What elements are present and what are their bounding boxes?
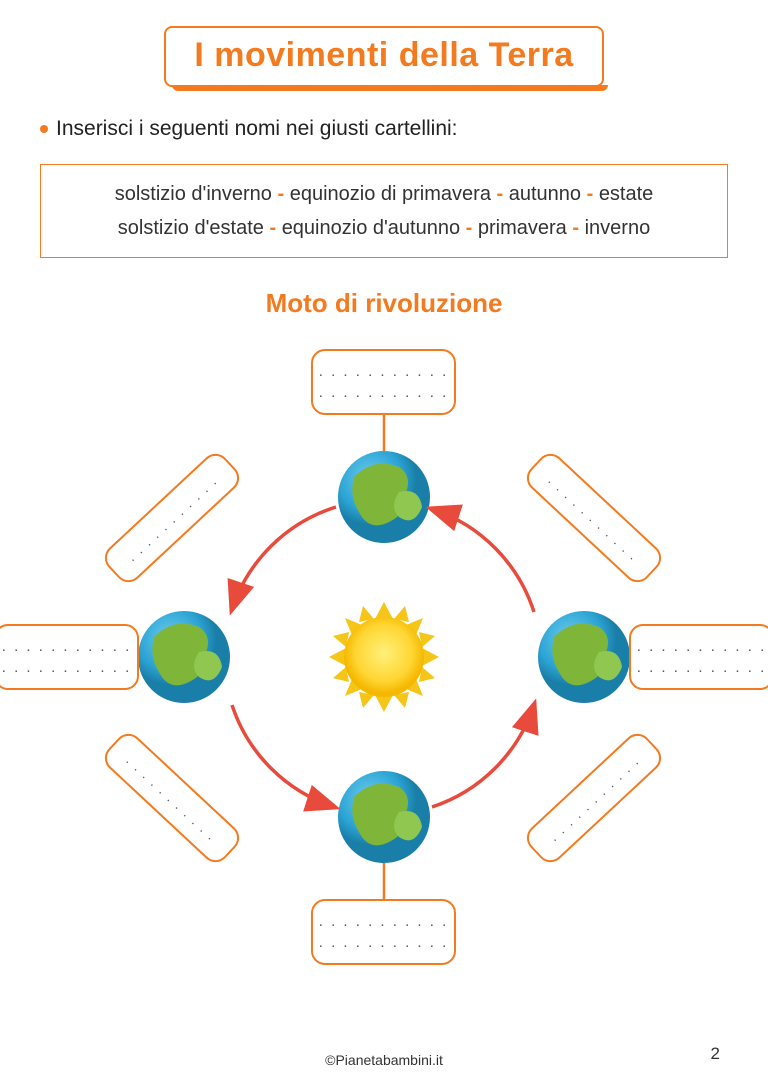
- placeholder-dots: . . . . . . . . . . .: [631, 638, 768, 655]
- placeholder-dots: . . . . . . . . . . .: [313, 384, 454, 401]
- word-bank-term: equinozio di primavera: [290, 183, 491, 205]
- diagram-subtitle: Moto di rivoluzione: [40, 288, 728, 319]
- arrow-right-to-top: [432, 509, 534, 612]
- page-title-box: I movimenti della Terra: [164, 26, 603, 87]
- separator: -: [587, 183, 599, 205]
- sun-icon: [329, 602, 439, 712]
- word-bank-box: solstizio d'inverno - equinozio di prima…: [40, 164, 728, 258]
- label-right[interactable]: . . . . . . . . . . . . . . . . . . . . …: [629, 624, 768, 690]
- separator: -: [572, 217, 584, 239]
- word-bank-term: autunno: [509, 183, 581, 205]
- instruction-text: Inserisci i seguenti nomi nei giusti car…: [56, 117, 458, 140]
- placeholder-dots: . . . . . . . . . . .: [313, 913, 454, 930]
- earth-top-icon: [338, 451, 430, 543]
- earth-bottom-icon: [338, 771, 430, 863]
- word-bank-line-2: solstizio d'estate - equinozio d'autunno…: [53, 211, 715, 245]
- word-bank-term: solstizio d'estate: [118, 217, 264, 239]
- label-bottom[interactable]: . . . . . . . . . . . . . . . . . . . . …: [311, 899, 456, 965]
- word-bank-term: solstizio d'inverno: [115, 183, 272, 205]
- bullet-icon: [40, 125, 48, 133]
- word-bank-term: inverno: [585, 217, 651, 239]
- separator: -: [466, 217, 478, 239]
- placeholder-dots: . . . . . . . . . . .: [313, 363, 454, 380]
- diagram-svg: [44, 347, 724, 937]
- placeholder-dots: . . . . . . . . . . .: [631, 659, 768, 676]
- earth-right-icon: [538, 611, 630, 703]
- separator: -: [497, 183, 509, 205]
- instruction-line: Inserisci i seguenti nomi nei giusti car…: [40, 115, 728, 142]
- placeholder-dots: . . . . . . . . . . .: [0, 659, 137, 676]
- word-bank-line-1: solstizio d'inverno - equinozio di prima…: [53, 177, 715, 211]
- label-left[interactable]: . . . . . . . . . . . . . . . . . . . . …: [0, 624, 139, 690]
- footer-copyright: ©Pianetabambini.it: [0, 1052, 768, 1068]
- placeholder-dots: . . . . . . . . . . .: [313, 934, 454, 951]
- separator: -: [269, 217, 281, 239]
- arrow-bottom-to-right: [432, 705, 534, 807]
- arrow-left-to-bottom: [232, 705, 334, 807]
- word-bank-term: primavera: [478, 217, 567, 239]
- revolution-diagram: . . . . . . . . . . . . . . . . . . . . …: [44, 347, 724, 937]
- earth-left-icon: [138, 611, 230, 703]
- arrow-top-to-left: [232, 507, 336, 609]
- page-number: 2: [711, 1044, 720, 1064]
- word-bank-term: estate: [599, 183, 653, 205]
- label-top[interactable]: . . . . . . . . . . . . . . . . . . . . …: [311, 349, 456, 415]
- word-bank-term: equinozio d'autunno: [282, 217, 460, 239]
- page-title: I movimenti della Terra: [194, 36, 573, 75]
- placeholder-dots: . . . . . . . . . . .: [0, 638, 137, 655]
- separator: -: [278, 183, 290, 205]
